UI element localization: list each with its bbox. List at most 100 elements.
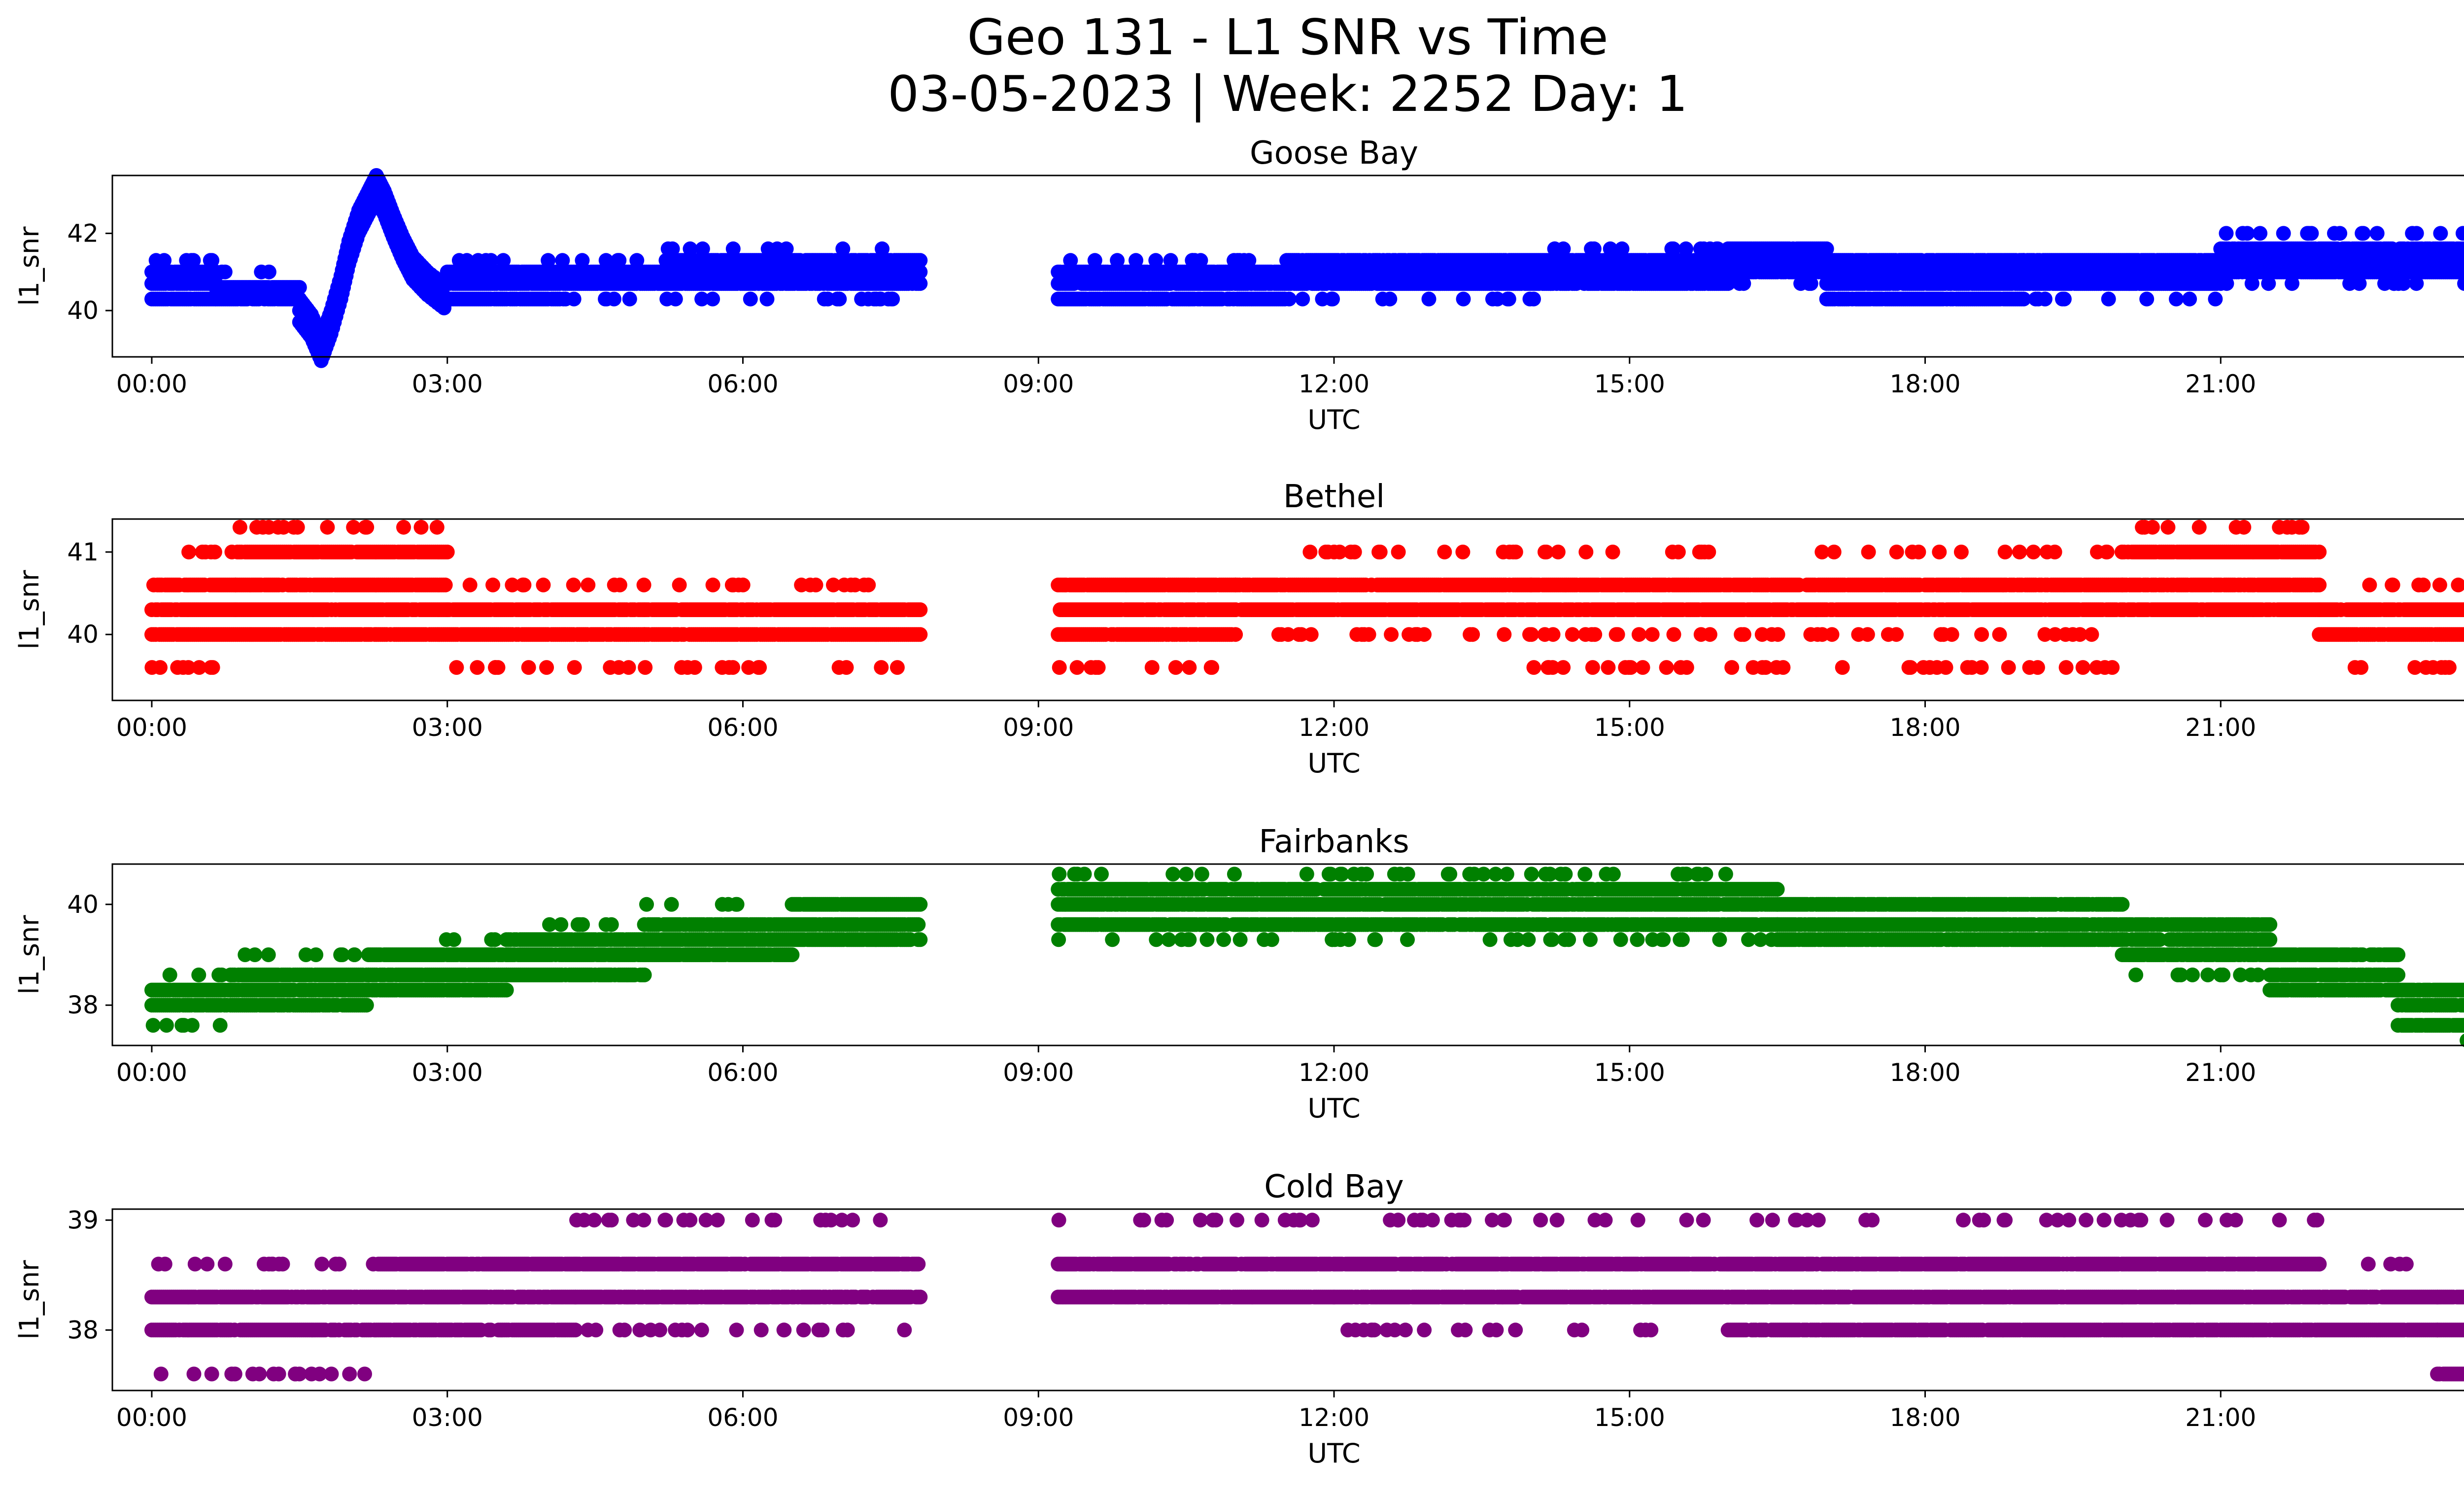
y-tick-label: 42 — [67, 219, 99, 247]
data-point — [1384, 627, 1399, 642]
data-point — [1083, 660, 1098, 675]
data-point — [1343, 544, 1359, 559]
data-point — [1465, 627, 1480, 642]
data-point — [638, 660, 653, 675]
data-point — [1526, 291, 1541, 307]
data-point — [462, 577, 478, 592]
data-point — [1502, 544, 1517, 559]
data-point — [913, 264, 928, 279]
data-point — [575, 253, 590, 268]
data-point — [2182, 291, 2197, 307]
data-point — [835, 241, 851, 256]
data-point — [1324, 291, 1339, 307]
data-point — [148, 253, 164, 268]
data-point — [1586, 241, 1602, 256]
data-point — [413, 520, 429, 535]
data-point — [437, 300, 452, 315]
data-point — [286, 520, 302, 535]
data-point — [1793, 276, 1809, 291]
data-point — [1455, 544, 1471, 559]
data-point — [885, 291, 900, 307]
data-point — [292, 280, 307, 295]
data-point — [1408, 627, 1423, 642]
data-point — [566, 291, 582, 307]
x-tick-label: 03:00 — [412, 370, 483, 398]
data-point — [541, 253, 556, 268]
data-point — [1063, 253, 1078, 268]
data-point — [622, 291, 637, 307]
data-point — [705, 577, 720, 592]
data-point — [153, 660, 168, 675]
data-point — [1614, 241, 1630, 256]
data-point — [2208, 291, 2223, 307]
data-point — [440, 544, 455, 559]
data-point — [1382, 291, 1398, 307]
data-point — [567, 660, 582, 675]
data-point — [770, 241, 785, 256]
data-point — [808, 577, 823, 592]
data-point — [598, 253, 614, 268]
data-point — [1144, 660, 1160, 675]
data-point — [1052, 660, 1067, 675]
data-point — [1182, 660, 1197, 675]
data-point — [724, 577, 740, 592]
data-point — [2139, 291, 2155, 307]
data-point — [181, 544, 197, 559]
data-point — [612, 577, 627, 592]
x-tick-label: 00:00 — [116, 370, 187, 398]
data-point — [875, 241, 890, 256]
data-point — [854, 291, 869, 307]
data-point — [1678, 241, 1694, 256]
x-tick-label: 21:00 — [2185, 370, 2256, 398]
data-point — [913, 253, 928, 268]
data-point — [705, 291, 720, 307]
data-point — [2369, 226, 2385, 241]
data-point — [2285, 276, 2299, 291]
data-point — [470, 660, 485, 675]
data-point — [913, 627, 928, 642]
x-tick-label: 09:00 — [1003, 370, 1074, 398]
data-point — [1148, 253, 1164, 268]
data-point — [610, 253, 625, 268]
data-point — [2235, 226, 2251, 241]
data-point — [437, 277, 452, 292]
data-point — [874, 660, 889, 675]
y-tick-label: 40 — [67, 296, 99, 325]
data-point — [2456, 226, 2464, 241]
data-point — [1318, 544, 1334, 559]
data-point — [2276, 226, 2291, 241]
data-point — [743, 291, 758, 307]
data-point — [1456, 291, 1471, 307]
data-point — [1371, 544, 1387, 559]
data-point — [621, 660, 636, 675]
y-axis-label: l1_snr — [14, 226, 45, 306]
data-point — [683, 241, 698, 256]
figure-title-line2: 03-05-2023 | Week: 2252 Day: 1 — [888, 65, 1687, 123]
data-point — [204, 544, 219, 559]
data-point — [536, 577, 551, 592]
data-point — [2219, 276, 2234, 291]
data-point — [2253, 226, 2268, 241]
data-point — [483, 253, 499, 268]
data-point — [2261, 276, 2276, 291]
data-point — [438, 577, 453, 592]
data-point — [217, 264, 233, 279]
data-point — [817, 291, 832, 307]
x-tick-label: 18:00 — [1889, 370, 1960, 398]
data-point — [429, 520, 445, 535]
data-point — [2342, 276, 2358, 291]
data-point — [1129, 253, 1143, 268]
data-point — [1069, 660, 1085, 675]
subplot-title: Goose Bay — [1250, 135, 1418, 172]
data-point — [496, 253, 511, 268]
data-point — [175, 660, 191, 675]
data-point — [1696, 241, 1711, 256]
data-point — [459, 253, 475, 268]
data-point — [515, 577, 530, 592]
data-point — [566, 577, 581, 592]
data-point — [2332, 226, 2348, 241]
data-point — [672, 577, 687, 592]
data-point — [1280, 627, 1296, 642]
